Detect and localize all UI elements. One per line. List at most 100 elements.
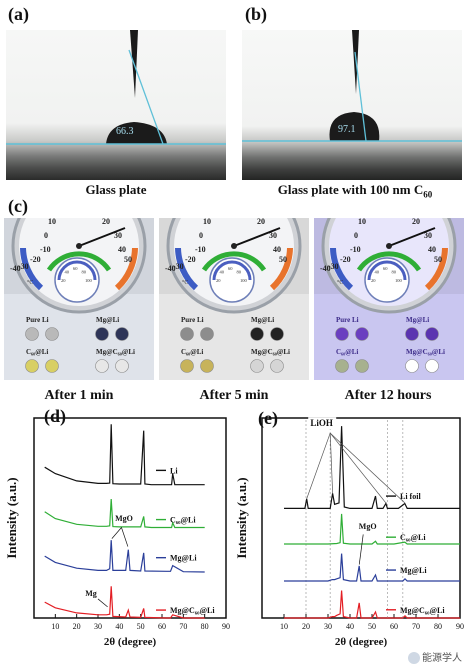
series-line-1 bbox=[284, 513, 460, 545]
x-tick-label: 60 bbox=[158, 622, 166, 631]
gauge-tick-label: 0 bbox=[199, 231, 203, 240]
xrd-chart-e: 10 20 30 40 50 60 70 80 90 2θ (degree) Intensity (… bbox=[234, 406, 466, 666]
y-axis-label: Intensity (a.u.) bbox=[236, 477, 249, 558]
tangent-line bbox=[354, 51, 367, 142]
gauge-cold-arc bbox=[175, 247, 199, 291]
x-tick-label: 20 bbox=[302, 622, 310, 631]
droplet-diagram-a: 66.3 bbox=[6, 30, 226, 145]
time-label-2: After 5 min bbox=[199, 388, 269, 403]
hygrometer-tick: 80 bbox=[81, 270, 86, 275]
x-tick-label: 60 bbox=[390, 622, 398, 631]
gauge-tick-label: 40 bbox=[118, 245, 126, 254]
photo-frame-2: 20406080100°C100-10-20-30-4020304050Pure… bbox=[159, 178, 309, 380]
gauge-comfort-arc bbox=[46, 251, 112, 272]
sample-disc bbox=[425, 327, 439, 341]
watermark-text: 能源学人 bbox=[422, 653, 462, 664]
gauge-tick-label: -20 bbox=[30, 255, 41, 264]
gauge-tick-label: 10 bbox=[358, 218, 366, 226]
hygrometer-tick: 40 bbox=[375, 270, 380, 275]
legend-label: C₆₀@Li bbox=[400, 533, 426, 542]
sample-label: C₆₀@Li bbox=[181, 348, 203, 356]
needle-shape bbox=[352, 30, 359, 94]
contact-angle-photo-a: 66.3 bbox=[6, 30, 226, 180]
panel-d-label: (d) bbox=[44, 406, 66, 426]
sample-disc bbox=[200, 359, 214, 373]
gauge-unit-label: °C bbox=[27, 279, 33, 286]
caption-b-text: Glass plate with 100 nm C bbox=[277, 182, 424, 197]
x-tick-label: 80 bbox=[434, 622, 442, 631]
gauge-unit-label: °C bbox=[182, 279, 188, 286]
thermometer-photos: 20 40 60 80 100 °C 10 0 -10 -20 -30 -40 20 30 40 50 Pure… bbox=[4, 178, 464, 380]
sample-disc bbox=[335, 327, 349, 341]
gauge-tick-label: 20 bbox=[412, 218, 420, 226]
legend-label: Mg@C₆₀@Li bbox=[400, 606, 445, 615]
annotation-mgo: MgO bbox=[359, 522, 377, 531]
sample-disc bbox=[115, 327, 129, 341]
contact-angle-photo-b: 97.1 bbox=[242, 30, 462, 180]
sample-disc bbox=[355, 327, 369, 341]
x-tick-label: 90 bbox=[222, 622, 230, 631]
gauge-tick-label: -40 bbox=[165, 264, 176, 273]
annotation-pointer bbox=[306, 432, 331, 499]
gauge-tick-label: -40 bbox=[10, 264, 21, 273]
xrd-plot-d: 10 20 30 40 50 60 70 80 90 2θ (degree) Intensity (… bbox=[4, 417, 230, 648]
gauge-cold-arc bbox=[20, 247, 44, 291]
gauge-tick-label: 50 bbox=[434, 255, 442, 264]
caption-a: Glass plate bbox=[85, 182, 147, 197]
panel-c-label: (c) bbox=[8, 196, 28, 216]
series-line-0 bbox=[44, 424, 205, 486]
sample-label: Mg@C₆₀@Li bbox=[406, 348, 445, 356]
sample-disc bbox=[200, 327, 214, 341]
hygrometer-tick: 60 bbox=[228, 266, 233, 271]
x-axis-label: 2θ (degree) bbox=[335, 636, 388, 648]
gauge-hot-arc bbox=[269, 247, 293, 291]
x-tick-label: 80 bbox=[201, 622, 209, 631]
sample-disc bbox=[45, 327, 59, 341]
gauge-tick-label: 30 bbox=[269, 231, 277, 240]
droplet-shape bbox=[106, 122, 167, 144]
gauge-tick-label: 10 bbox=[48, 218, 56, 226]
x-tick-label: 20 bbox=[73, 622, 81, 631]
gauge-needle bbox=[233, 227, 281, 247]
sample-label: Pure Li bbox=[26, 316, 49, 324]
sample-disc bbox=[25, 327, 39, 341]
sample-disc bbox=[270, 359, 284, 373]
sample-label: Mg@C₆₀@Li bbox=[251, 348, 290, 356]
hygrometer-dial bbox=[209, 257, 255, 303]
x-tick-label: 10 bbox=[280, 622, 288, 631]
legend-label: C₆₀@Li bbox=[170, 516, 196, 525]
wechat-icon bbox=[408, 652, 420, 664]
hygrometer-tick: 40 bbox=[220, 270, 225, 275]
sample-disc bbox=[95, 327, 109, 341]
angle-value-a: 66.3 bbox=[116, 126, 134, 137]
legend-label: Mg@C₆₀@Li bbox=[170, 606, 215, 615]
sample-disc bbox=[180, 359, 194, 373]
sample-disc bbox=[25, 359, 39, 373]
gauge-tick-label: 40 bbox=[273, 245, 281, 254]
gauge-tick-label: 10 bbox=[203, 218, 211, 226]
x-tick-label: 40 bbox=[346, 622, 354, 631]
hygrometer-tick: 20 bbox=[61, 278, 66, 283]
series-line-3 bbox=[284, 590, 460, 619]
gauge-tick-label: 40 bbox=[428, 245, 436, 254]
panel-a-label: (a) bbox=[8, 4, 29, 24]
gauge-pivot bbox=[76, 243, 82, 249]
time-label-1: After 1 min bbox=[44, 388, 114, 403]
sample-label: Pure Li bbox=[336, 316, 359, 324]
gauge-tick-label: 50 bbox=[124, 255, 132, 264]
gauge-hot-arc bbox=[424, 247, 448, 291]
gauge-tick-label: 20 bbox=[102, 218, 110, 226]
gauge-cold-arc bbox=[330, 247, 354, 291]
x-tick-label: 70 bbox=[412, 622, 420, 631]
legend-label: Li foil bbox=[400, 492, 421, 501]
watermark: 能源学人 bbox=[408, 649, 462, 664]
hygrometer-tick: 20 bbox=[216, 278, 221, 283]
droplet-diagram-b: 97.1 bbox=[242, 30, 462, 142]
hygrometer-tick: 20 bbox=[371, 278, 376, 283]
hygrometer-tick: 60 bbox=[73, 266, 78, 271]
gauge-tick-label: 30 bbox=[424, 231, 432, 240]
series-line-3 bbox=[44, 586, 205, 619]
hygrometer-arc bbox=[212, 260, 252, 281]
plot-frame bbox=[261, 417, 461, 619]
annotation-pointer bbox=[329, 433, 333, 494]
